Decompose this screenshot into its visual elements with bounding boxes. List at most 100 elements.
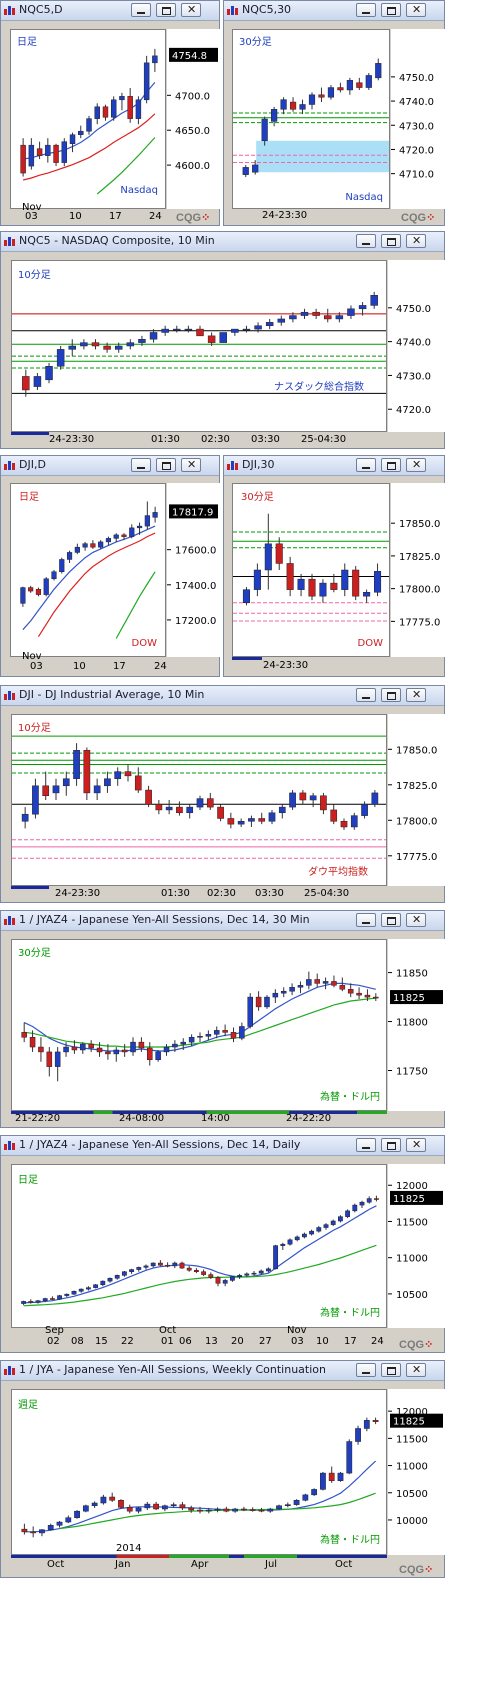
chart-window-jyaz4-daily[interactable]: 1 / JYAZ4 - Japanese Yen-All Sessions, D… [0,1135,445,1353]
candle [205,1507,212,1514]
y-tick-label: 4600.0 [175,161,210,172]
candle [127,87,133,123]
candle-body [356,992,362,996]
restore-button[interactable] [381,3,401,17]
close-button[interactable]: ✕ [406,913,426,927]
plot-area[interactable]: 10分足 ナスダック総合指数 [11,260,387,432]
title-bar[interactable]: 1 / JYA - Japanese Yen-All Sessions, Wee… [1,1361,444,1381]
price-axis[interactable]: 4750.0 4740.0 4730.0 4720.0 4710.0 [391,29,445,209]
close-button[interactable]: ✕ [406,234,426,248]
minimize-button[interactable] [356,688,376,702]
plot-area[interactable]: 30分足 Nasdaq [232,29,390,209]
title-bar[interactable]: DJI,30 ✕ [224,456,444,476]
candle [56,346,65,370]
close-button[interactable]: ✕ [181,458,201,472]
candle-body [179,1504,186,1509]
minimize-button[interactable] [131,3,151,17]
price-axis[interactable]: 4750.0 4740.0 4730.0 4720.0 [388,260,445,432]
minimize-icon [362,1372,370,1374]
restore-icon [387,238,396,246]
minimize-button[interactable] [356,458,376,472]
plot-area[interactable]: 10分足 ダウ平均指数 [11,714,387,886]
minimize-icon [362,697,370,699]
chart-window-dji-10min[interactable]: DJI - DJ Industrial Average, 10 Min ✕ 10… [0,685,445,903]
title-bar[interactable]: 1 / JYAZ4 - Japanese Yen-All Sessions, D… [1,911,444,931]
price-axis[interactable]: 17600.0 17400.0 17200.0 17817.9 [167,483,220,657]
minimize-button[interactable] [356,913,376,927]
candle-body [352,1204,358,1212]
plot-area[interactable]: 日足 DOW [10,483,166,657]
y-tick-label: 17825.0 [396,781,437,792]
candle-body [155,804,163,811]
restore-button[interactable] [156,458,176,472]
minimize-icon [362,467,370,469]
chart-window-dji-daily[interactable]: DJI,D ✕ 日足 DOW 17600.0 17400.0 17200.0 1781… [0,455,220,677]
candle [373,1195,379,1202]
close-button[interactable]: ✕ [406,688,426,702]
candle-body [309,1230,315,1235]
candle-body [299,104,306,110]
chart-window-jyaz4-30min[interactable]: 1 / JYAZ4 - Japanese Yen-All Sessions, D… [0,910,445,1128]
candle-body [103,345,111,350]
candle [136,1266,142,1272]
price-axis[interactable]: 12000 11500 11000 10500 11825 [388,1164,445,1328]
candle [358,302,367,316]
close-button[interactable]: ✕ [406,458,426,472]
plot-area[interactable]: 日足 為替・ドル円 [11,1164,387,1328]
minimize-button[interactable] [356,234,376,248]
candle-body [217,806,224,819]
restore-button[interactable] [381,688,401,702]
candle [196,325,204,337]
restore-button[interactable] [381,1363,401,1377]
minimize-button[interactable] [356,1138,376,1152]
title-bar[interactable]: NQC5,30 ✕ [224,1,444,21]
restore-button[interactable] [156,3,176,17]
price-axis[interactable]: 12000 11500 11000 10500 10000 11825 [388,1389,445,1555]
chart-window-nqc5-daily[interactable]: NQC5,D ✕ 日足 Nasdaq 4700.0 4650.0 4600.0 475… [0,0,220,226]
chart-window-dji-30min[interactable]: DJI,30 ✕ 30分足 DOW 17850.0 17825.0 17800.0 1… [223,455,445,677]
price-axis[interactable]: 4700.0 4650.0 4600.0 4754.8 [167,29,220,209]
plot-area[interactable]: 30分足 為替・ドル円 [11,939,387,1111]
title-bar[interactable]: 1 / JYAZ4 - Japanese Yen-All Sessions, D… [1,1136,444,1156]
y-tick-label: 11000 [396,1254,428,1265]
plot-area[interactable]: 日足 Nasdaq [10,29,166,209]
close-button[interactable]: ✕ [181,3,201,17]
title-bar[interactable]: NQC5,D ✕ [1,1,219,21]
restore-button[interactable] [381,1138,401,1152]
title-bar[interactable]: DJI,D ✕ [1,456,219,476]
x-label: 03 [30,661,43,672]
candle [287,1238,293,1246]
price-axis[interactable]: 17850.0 17825.0 17800.0 17775.0 [391,483,445,657]
candle-body [239,1026,245,1039]
minimize-button[interactable] [356,3,376,17]
chart-window-jya-weekly[interactable]: 1 / JYA - Japanese Yen-All Sessions, Wee… [0,1360,445,1578]
plot-area[interactable]: 週足 為替・ドル円 2014 [11,1389,387,1555]
close-icon: ✕ [412,234,422,247]
timeframe-label: 30分足 [239,37,272,48]
title-bar[interactable]: NQC5 - NASDAQ Composite, 10 Min ✕ [1,232,444,252]
chart-window-nqc5-30min[interactable]: NQC5,30 ✕ 30分足 Nasdaq 4750.0 4740.0 4730.0… [223,0,445,226]
title-bar[interactable]: DJI - DJ Industrial Average, 10 Min ✕ [1,686,444,706]
session-bar [11,432,49,435]
close-button[interactable]: ✕ [406,1363,426,1377]
minimize-button[interactable] [356,1363,376,1377]
window-title: 1 / JYAZ4 - Japanese Yen-All Sessions, D… [19,913,310,926]
restore-button[interactable] [381,458,401,472]
candle-body [43,578,49,595]
candle-body [241,1508,247,1511]
restore-button[interactable] [381,913,401,927]
candle [241,1506,247,1512]
x-label: 02 [47,1336,60,1347]
minimize-button[interactable] [131,458,151,472]
close-icon: ✕ [412,688,422,701]
plot-area[interactable]: 30分足 DOW [232,483,390,657]
chart-window-nqc5-10min[interactable]: NQC5 - NASDAQ Composite, 10 Min ✕ 10分足 ナ… [0,231,445,449]
close-button[interactable]: ✕ [406,1138,426,1152]
close-button[interactable]: ✕ [406,3,426,17]
candle-body [135,1507,142,1512]
x-label: 13 [205,1336,218,1347]
restore-button[interactable] [381,234,401,248]
candle-body [51,571,57,580]
price-axis[interactable]: 17850.0 17825.0 17800.0 17775.0 [388,714,445,886]
price-axis[interactable]: 11850 11800 11750 11825 [388,939,445,1111]
